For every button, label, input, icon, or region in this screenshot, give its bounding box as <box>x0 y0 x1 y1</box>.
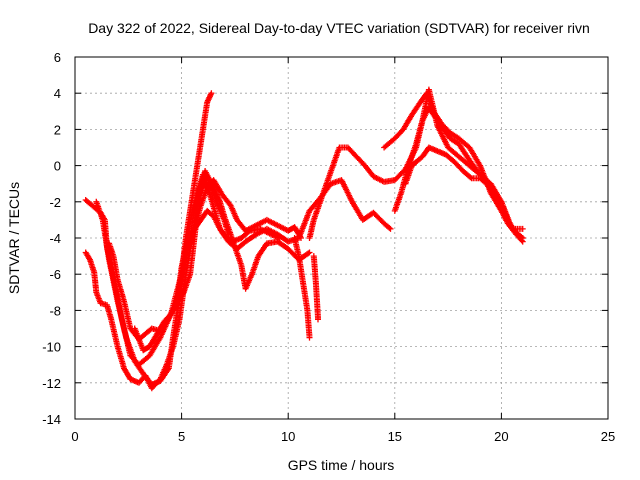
data-point-markers <box>291 235 313 341</box>
series-track-7 <box>291 235 313 341</box>
data-point-markers <box>381 90 526 245</box>
series-track-12 <box>402 144 526 241</box>
y-tick-label: 2 <box>54 122 61 137</box>
chart-title: Day 322 of 2022, Sidereal Day-to-day VTE… <box>88 20 590 36</box>
series-track-8 <box>310 253 321 323</box>
series-track-1 <box>82 171 394 368</box>
data-marks <box>82 86 526 392</box>
data-point-markers <box>306 104 526 241</box>
data-point-markers <box>174 90 215 314</box>
data-point-markers <box>310 253 321 323</box>
y-tick-label: -6 <box>49 267 61 282</box>
y-tick-label: -12 <box>42 376 61 391</box>
grid <box>75 57 608 419</box>
series-track-6 <box>174 90 215 314</box>
y-axis-title: SDTVAR / TECUs <box>6 182 22 294</box>
x-axis-title: GPS time / hours <box>288 457 395 473</box>
y-tick-label: 0 <box>54 159 61 174</box>
series-track-9 <box>306 104 526 241</box>
y-tick-label: -4 <box>49 231 61 246</box>
y-tick-label: -2 <box>49 195 61 210</box>
data-point-markers <box>82 171 394 368</box>
y-tick-label: -14 <box>42 412 61 427</box>
y-tick-label: 4 <box>54 86 61 101</box>
data-point-markers <box>402 144 526 241</box>
x-tick-label: 25 <box>601 429 615 444</box>
y-tick-label: 6 <box>54 50 61 65</box>
x-tick-label: 0 <box>71 429 78 444</box>
x-tick-label: 20 <box>494 429 508 444</box>
x-tick-label: 10 <box>281 429 295 444</box>
x-tick-label: 5 <box>178 429 185 444</box>
y-tick-label: -8 <box>49 303 61 318</box>
y-tick-label: -10 <box>42 340 61 355</box>
series-track-11 <box>381 90 526 245</box>
axis-ticks <box>74 56 609 420</box>
tick-labels: 0 5 10 15 20 25 -14 -12 -10 -8 -6 -4 -2 0 2 4 6 <box>42 50 615 444</box>
x-tick-label: 15 <box>388 429 402 444</box>
